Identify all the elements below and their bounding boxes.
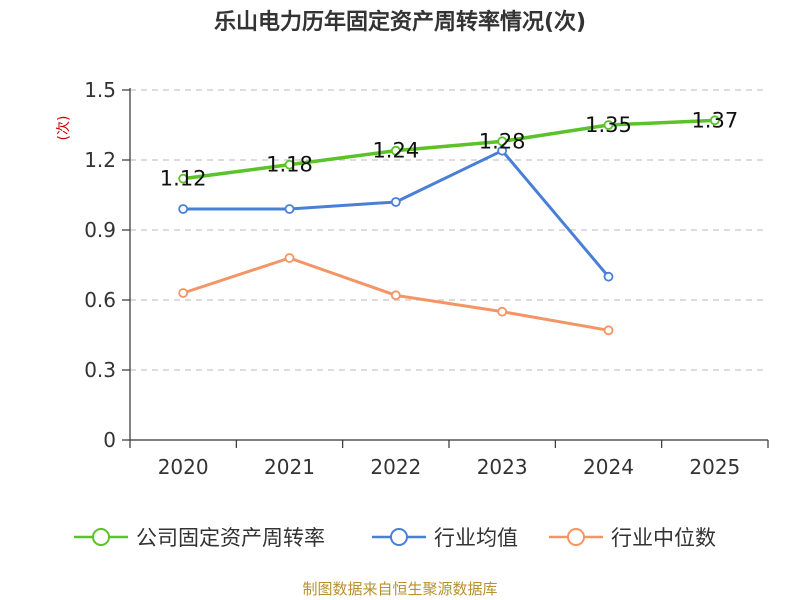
x-tick-label: 2020 xyxy=(158,455,209,479)
source-note: 制图数据来自恒生聚源数据库 xyxy=(302,580,498,598)
chart-title: 乐山电力历年固定资产周转率情况(次) xyxy=(213,10,587,35)
data-label: 1.37 xyxy=(691,108,738,132)
data-point xyxy=(178,204,189,214)
data-point xyxy=(709,115,720,126)
legend-item-company[interactable]: 公司固定资产周转率 xyxy=(72,517,325,557)
axes: 0 0.3 0.6 0.9 1.2 1.5 2020 2021 2022 2023 2024 2025 xyxy=(84,78,769,479)
grid-lines xyxy=(130,89,768,371)
data-point xyxy=(497,306,508,317)
data-label: 1.24 xyxy=(372,139,419,163)
legend-marker-icon xyxy=(74,528,128,546)
data-point xyxy=(497,145,508,156)
data-label: 1.12 xyxy=(160,167,207,191)
y-tick-label: 0.3 xyxy=(84,358,116,382)
data-point xyxy=(284,204,295,214)
x-tick-label: 2021 xyxy=(264,455,315,479)
y-tick-label: 0 xyxy=(103,428,116,452)
data-point xyxy=(284,253,295,263)
data-labels: 1.12 1.18 1.24 1.28 1.35 1.37 xyxy=(160,108,738,190)
legend-label: 行业中位数 xyxy=(611,526,716,550)
y-tick-label: 1.2 xyxy=(84,148,116,172)
data-point xyxy=(284,159,295,170)
legend-marker-icon xyxy=(549,528,603,546)
data-point xyxy=(603,325,614,336)
legend-item-industry-median[interactable]: 行业中位数 xyxy=(547,517,716,557)
y-tick-label: 0.6 xyxy=(84,288,116,312)
data-point xyxy=(178,173,189,184)
data-point xyxy=(178,288,189,298)
x-tick-label: 2025 xyxy=(689,455,740,479)
data-label: 1.18 xyxy=(266,153,313,177)
series-0 xyxy=(178,115,720,184)
data-label: 1.35 xyxy=(585,113,632,137)
data-label: 1.28 xyxy=(479,129,526,153)
x-tick-label: 2024 xyxy=(583,455,634,479)
data-point xyxy=(390,197,401,207)
series-line xyxy=(181,118,717,181)
data-point xyxy=(497,136,508,147)
data-point xyxy=(390,290,401,301)
series-lines xyxy=(178,115,720,336)
legend-label: 公司固定资产周转率 xyxy=(136,526,325,550)
legend: 公司固定资产周转率 行业均值 行业中位数 xyxy=(0,517,800,557)
x-tick-label: 2023 xyxy=(477,455,528,479)
legend-item-industry-mean[interactable]: 行业均值 xyxy=(370,517,518,557)
series-1 xyxy=(178,145,614,282)
y-tick-label: 1.5 xyxy=(84,78,116,102)
legend-marker-icon xyxy=(372,528,426,546)
legend-label: 行业均值 xyxy=(434,526,518,550)
data-point xyxy=(603,271,614,282)
data-point xyxy=(390,145,401,156)
line-chart: 0 0.3 0.6 0.9 1.2 1.5 2020 2021 2022 2023 2024 2025… xyxy=(84,78,769,479)
data-point xyxy=(603,120,614,130)
series-2 xyxy=(178,253,614,336)
y-tick-label: 0.9 xyxy=(84,218,116,242)
x-tick-label: 2022 xyxy=(370,455,421,479)
